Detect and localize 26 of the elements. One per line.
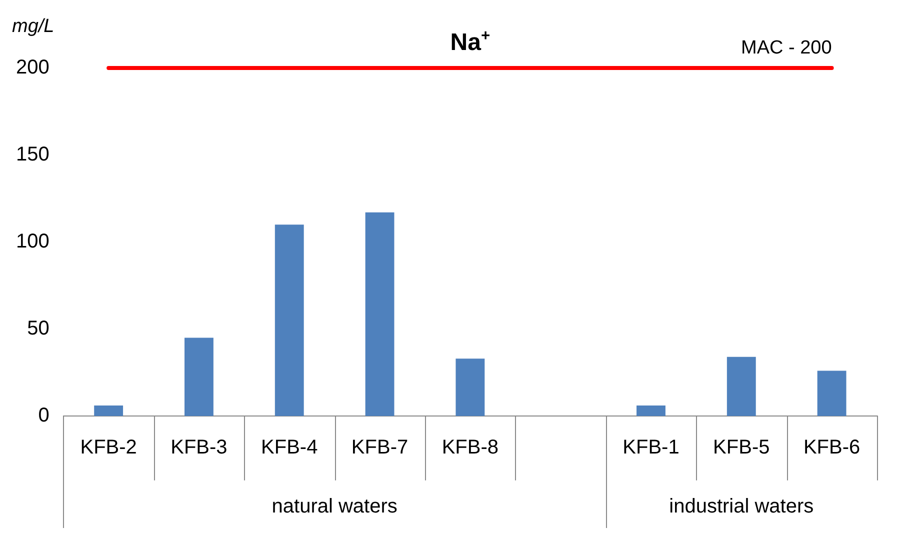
bar <box>636 406 666 416</box>
x-tick-label: KFB-5 <box>713 436 770 459</box>
bar <box>94 406 124 416</box>
text: natural waters <box>272 496 398 518</box>
x-tick-label: KFB-1 <box>622 436 680 459</box>
x-tick-label: KFB-2 <box>80 436 137 459</box>
bar <box>456 358 485 416</box>
x-tick-label: KFB-3 <box>170 436 228 459</box>
bar <box>726 356 756 416</box>
x-tick-label: KFB-4 <box>261 436 318 459</box>
x-tick-label: KFB-7 <box>351 436 408 459</box>
bar <box>365 212 394 416</box>
y-tick-label: 0 <box>38 404 50 427</box>
ref-line-label: MAC - 200 <box>740 38 832 59</box>
y-tick-label: 50 <box>27 318 50 340</box>
bar <box>184 338 214 416</box>
y-tick-label: 150 <box>16 144 50 166</box>
chart-title: Na+ <box>450 27 490 56</box>
text: industrial waters <box>669 496 814 518</box>
x-tick-label: KFB-6 <box>803 436 860 459</box>
bar <box>817 370 846 416</box>
y-tick-label: 200 <box>16 56 50 79</box>
y-axis-title: mg/L <box>12 16 54 37</box>
y-tick-label: 100 <box>16 230 50 253</box>
bar <box>274 224 304 416</box>
x-tick-label: KFB-8 <box>442 436 499 459</box>
